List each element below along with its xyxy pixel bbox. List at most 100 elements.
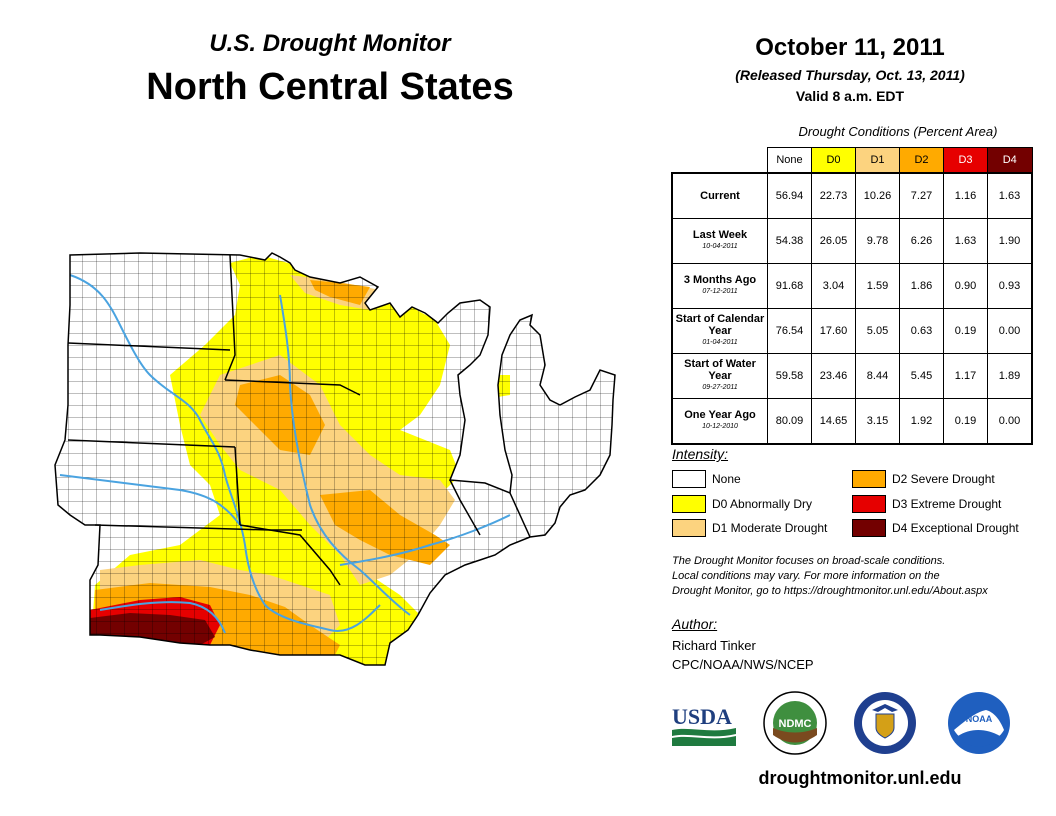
noaa-logo: NOAA <box>948 692 1010 754</box>
cell-d4: 0.00 <box>987 308 1033 354</box>
cell-d0: 23.46 <box>811 353 856 399</box>
cell-d0: 26.05 <box>811 218 856 264</box>
footer-url[interactable]: droughtmonitor.unl.edu <box>758 768 962 788</box>
cell-d0: 17.60 <box>811 308 856 354</box>
legend-label: D4 Exceptional Drought <box>892 521 1019 535</box>
note-line: The Drought Monitor focuses on broad-sca… <box>672 555 946 567</box>
cell-d1: 8.44 <box>855 353 900 399</box>
cell-d1: 1.59 <box>855 263 900 309</box>
table-row: Last Week 10-04-2011 54.38 26.05 9.78 6.2… <box>671 218 1033 264</box>
cell-d4: 1.63 <box>987 172 1033 219</box>
col-d3: D3 <box>943 147 988 174</box>
cell-d3: 0.19 <box>943 398 988 445</box>
map-date: October 11, 2011 <box>755 34 945 61</box>
row-label: Current <box>671 172 768 219</box>
legend-swatch <box>852 495 886 513</box>
cell-d3: 0.90 <box>943 263 988 309</box>
legend-swatch <box>852 519 886 537</box>
ndmc-logo: NDMC <box>763 691 827 755</box>
row-label: One Year Ago 10-12-2010 <box>671 398 768 445</box>
legend-item-d3: D3 Extreme Drought <box>852 495 1001 513</box>
cell-d2: 7.27 <box>899 172 944 219</box>
legend-label: D0 Abnormally Dry <box>712 497 813 511</box>
col-d2: D2 <box>899 147 944 174</box>
row-date: 01-04-2011 <box>702 339 738 346</box>
legend-swatch <box>672 495 706 513</box>
drought-map <box>54 252 616 666</box>
table-caption: Drought Conditions (Percent Area) <box>798 124 998 139</box>
map-subtitle: U.S. Drought Monitor <box>209 30 451 57</box>
cell-none: 76.54 <box>767 308 812 354</box>
cell-d1: 9.78 <box>855 218 900 264</box>
row-date: 09-27-2011 <box>702 384 738 391</box>
legend-swatch <box>852 470 886 488</box>
table-row: Current 56.94 22.73 10.26 7.27 1.16 1.63 <box>671 172 1033 219</box>
cell-none: 80.09 <box>767 398 812 445</box>
usda-logo: USDA <box>672 704 736 746</box>
cell-d3: 1.16 <box>943 172 988 219</box>
row-label: Last Week 10-04-2011 <box>671 218 768 264</box>
cell-d1: 10.26 <box>855 172 900 219</box>
col-none: None <box>767 147 812 174</box>
legend-label: D2 Severe Drought <box>892 472 995 486</box>
cell-none: 59.58 <box>767 353 812 399</box>
row-date: 10-04-2011 <box>702 243 738 250</box>
cell-d2: 6.26 <box>899 218 944 264</box>
legend-item-d0: D0 Abnormally Dry <box>672 495 812 513</box>
row-label: 3 Months Ago 07-12-2011 <box>671 263 768 309</box>
cell-d1: 5.05 <box>855 308 900 354</box>
cell-none: 54.38 <box>767 218 812 264</box>
cell-d4: 1.90 <box>987 218 1033 264</box>
cell-d2: 0.63 <box>899 308 944 354</box>
col-d1: D1 <box>855 147 900 174</box>
cell-d0: 22.73 <box>811 172 856 219</box>
author-title: Author: <box>672 616 718 632</box>
cell-d3: 1.17 <box>943 353 988 399</box>
legend-label: D1 Moderate Drought <box>712 521 828 535</box>
legend-label: D3 Extreme Drought <box>892 497 1002 511</box>
legend-swatch <box>672 519 706 537</box>
table-row: 3 Months Ago 07-12-2011 91.68 3.04 1.59 1… <box>671 263 1033 309</box>
note-line: Local conditions may vary. For more info… <box>672 570 940 582</box>
legend-title: Intensity: <box>672 446 729 462</box>
cell-none: 91.68 <box>767 263 812 309</box>
row-date: 07-12-2011 <box>702 288 738 295</box>
cell-d2: 1.92 <box>899 398 944 445</box>
table-row: One Year Ago 10-12-2010 80.09 14.65 3.15 … <box>671 398 1033 445</box>
cell-d4: 0.00 <box>987 398 1033 445</box>
row-label: Start of Calendar Year 01-04-2011 <box>671 308 768 354</box>
legend-item-none: None <box>672 470 741 488</box>
table-row: Start of Calendar Year 01-04-2011 76.54 1… <box>671 308 1033 354</box>
cell-d3: 1.63 <box>943 218 988 264</box>
noaa-logo-text: NOAA <box>966 714 993 724</box>
usda-logo-text: USDA <box>672 704 732 729</box>
author-name: Richard Tinker <box>672 638 756 653</box>
row-label: Start of Water Year 09-27-2011 <box>671 353 768 399</box>
cell-d1: 3.15 <box>855 398 900 445</box>
cell-d4: 1.89 <box>987 353 1033 399</box>
cell-d2: 5.45 <box>899 353 944 399</box>
drought-conditions-table: None D0 D1 D2 D3 D4 Current 56.94 22.73 … <box>671 147 1033 445</box>
cell-d4: 0.93 <box>987 263 1033 309</box>
release-date: (Released Thursday, Oct. 13, 2011) <box>735 67 965 83</box>
col-d0: D0 <box>811 147 856 174</box>
cell-d2: 1.86 <box>899 263 944 309</box>
cell-none: 56.94 <box>767 172 812 219</box>
valid-time: Valid 8 a.m. EDT <box>795 88 905 104</box>
row-date: 10-12-2010 <box>702 423 738 430</box>
legend-swatch <box>672 470 706 488</box>
cell-d0: 3.04 <box>811 263 856 309</box>
col-d4: D4 <box>987 147 1033 174</box>
table-row: Start of Water Year 09-27-2011 59.58 23.4… <box>671 353 1033 399</box>
legend-item-d1: D1 Moderate Drought <box>672 519 827 537</box>
table-corner <box>672 147 768 173</box>
disclaimer-note: The Drought Monitor focuses on broad-sca… <box>672 554 1042 599</box>
legend-item-d4: D4 Exceptional Drought <box>852 519 1019 537</box>
ndmc-logo-text: NDMC <box>779 718 812 730</box>
author-org: CPC/NOAA/NWS/NCEP <box>672 657 814 672</box>
cell-d0: 14.65 <box>811 398 856 445</box>
table-header-row: None D0 D1 D2 D3 D4 <box>672 147 1033 174</box>
note-line: Drought Monitor, go to https://droughtmo… <box>672 585 988 597</box>
map-title: North Central States <box>146 66 514 108</box>
cell-d3: 0.19 <box>943 308 988 354</box>
